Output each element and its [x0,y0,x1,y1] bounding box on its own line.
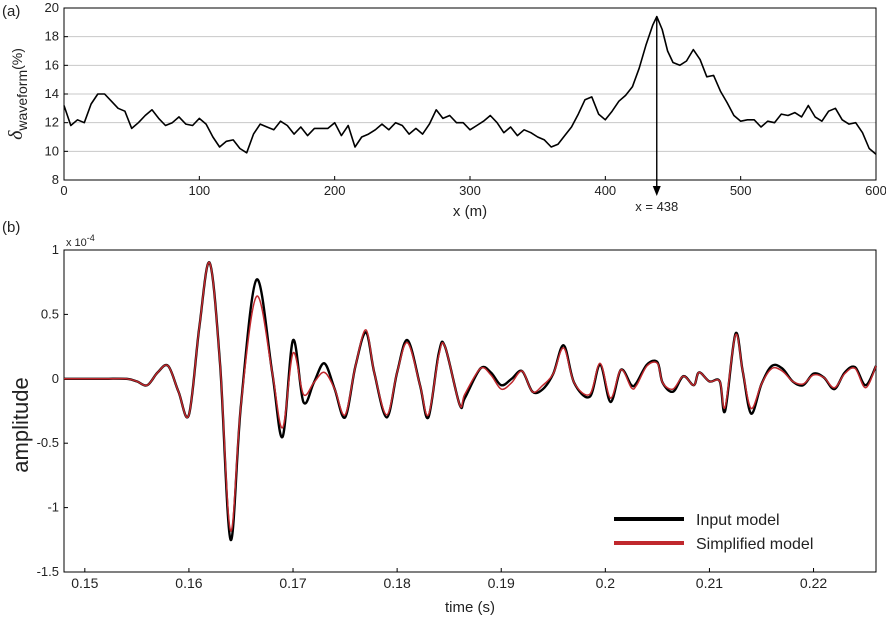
x-tick-label: 0.17 [279,575,306,591]
panel-b: (b) x 10-4 0.15 0.16 0.17 0.18 0.19 0.2 0.21 0.… [2,219,878,616]
x-tick-label: 0.18 [384,575,411,591]
panel-b-frame [63,249,877,573]
legend: Input model Simplified model [614,512,813,553]
y-label-symbol: δ [5,130,27,140]
y-tick-label: 0.5 [41,306,59,321]
y-tick-label: 10 [45,143,59,158]
panel-b-y-axis-label: amplitude [8,377,33,472]
panel-a: (a) 0 100 200 300 400 500 600 8 10 12 14 16 18 20 x … [2,0,886,220]
panel-a-label: (a) [2,3,20,20]
y-tick-label: 0 [52,371,59,386]
x-tick-label: 0.21 [696,575,723,591]
legend-label-simplified-model: Simplified model [696,536,813,553]
svg-text:δwaveform(%): δwaveform(%) [5,48,30,140]
y-tick-label: 8 [52,172,59,187]
y-tick-label: 18 [45,29,59,44]
series-simplified-model-line [64,261,877,532]
y-tick-label: -1.5 [37,564,59,579]
x-tick-label: 0 [60,183,67,198]
x-tick-label: 0.22 [800,575,827,591]
x-tick-label: 300 [459,183,481,198]
x-tick-label: 500 [730,183,752,198]
annotation-label: x = 438 [635,199,678,214]
panel-b-x-ticks: 0.15 0.16 0.17 0.18 0.19 0.2 0.21 0.22 [71,568,827,591]
panel-a-waveform-line [63,15,877,155]
y-tick-label: 14 [45,86,59,101]
legend-label-input-model: Input model [696,512,780,529]
y-tick-label: 1 [52,242,59,257]
x-tick-label: 600 [865,183,886,198]
x-tick-label: 0.16 [175,575,202,591]
x-tick-label: 0.2 [596,575,616,591]
y-tick-label: -1 [47,500,59,515]
panel-a-x-ticks: 0 100 200 300 400 500 600 [60,176,886,198]
panel-a-y-ticks: 8 10 12 14 16 18 20 [45,0,68,187]
panel-a-y-axis-label: δwaveform(%) [5,48,30,140]
x-tick-label: 0.19 [488,575,515,591]
panel-b-y-ticks: 1 0.5 0 -0.5 -1 -1.5 [37,242,68,579]
panel-b-label: (b) [2,219,20,236]
x-tick-label: 400 [594,183,616,198]
y-tick-label: 20 [45,0,59,15]
annotation-arrow-head [652,186,661,196]
panel-a-gridlines [64,36,876,152]
y-tick-label: 16 [45,57,59,72]
y-multiplier: x 10-4 [66,233,95,249]
x-tick-label: 200 [324,183,346,198]
x-tick-label: 100 [188,183,210,198]
x-tick-label: 0.15 [71,575,98,591]
y-label-subscript: waveform [14,70,30,132]
y-tick-label: -0.5 [37,435,59,450]
panel-b-x-axis-label: time (s) [445,599,495,616]
series-input-model-line [64,261,878,542]
panel-a-x-axis-label: x (m) [453,203,487,220]
y-label-unit: (%) [9,48,25,70]
y-tick-label: 12 [45,115,59,130]
